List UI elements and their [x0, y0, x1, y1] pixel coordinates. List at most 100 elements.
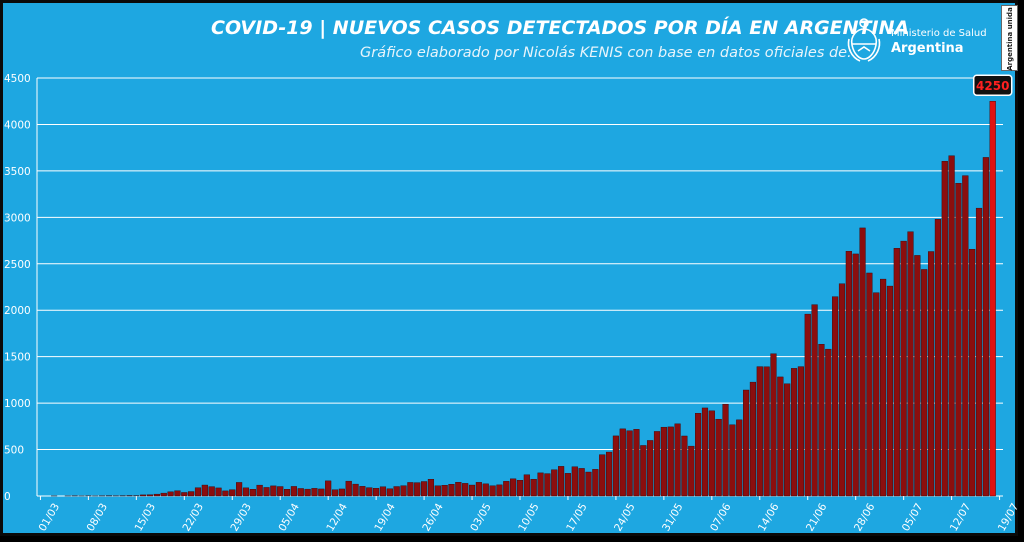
y-tick-label: 2000 — [4, 305, 31, 317]
bar — [140, 494, 147, 497]
bar — [695, 413, 702, 497]
x-tick-label: 01/03 — [37, 501, 63, 533]
bar — [482, 483, 489, 497]
bar — [516, 480, 524, 497]
bar — [893, 248, 900, 497]
bar — [325, 480, 332, 497]
chart-title: COVID-19 | NUEVOS CASOS DETECTADOS POR D… — [211, 17, 910, 39]
bar — [544, 473, 551, 497]
bar — [434, 485, 441, 497]
bar — [907, 231, 914, 497]
bar — [749, 381, 757, 497]
bar — [256, 484, 263, 497]
bar — [832, 296, 839, 497]
bar — [146, 494, 154, 497]
bar — [777, 376, 784, 497]
bar — [475, 482, 482, 497]
bar — [708, 410, 715, 497]
bar — [681, 435, 688, 497]
bar — [496, 484, 503, 497]
bar — [249, 489, 256, 497]
x-tick-label: 05/07 — [900, 501, 926, 533]
bar — [222, 490, 229, 497]
x-tick-label: 05/04 — [276, 501, 302, 533]
x-tick-label: 19/04 — [372, 501, 398, 533]
x-tick-label: 24/05 — [612, 501, 638, 533]
bar — [489, 485, 496, 497]
bar — [784, 383, 791, 497]
bar — [804, 313, 811, 497]
bar — [811, 304, 818, 497]
bar — [626, 430, 633, 497]
bar — [790, 368, 798, 497]
bar — [468, 484, 476, 497]
bar — [619, 428, 626, 497]
x-tick-label: 21/06 — [804, 501, 830, 533]
bar — [304, 488, 311, 497]
bar — [886, 285, 894, 497]
peak-value-box — [972, 74, 1013, 96]
bar — [612, 435, 619, 497]
bar — [859, 227, 866, 497]
x-tick-label: 31/05 — [660, 501, 686, 533]
bar — [338, 488, 345, 497]
x-tick-label: 07/06 — [708, 501, 734, 533]
y-tick-label: 500 — [4, 445, 24, 457]
bar — [290, 486, 297, 497]
argentina-seal-icon — [847, 18, 881, 62]
bar — [421, 481, 428, 497]
bar — [386, 488, 393, 497]
x-tick-label: 08/03 — [85, 501, 111, 533]
bar — [160, 492, 167, 497]
bar — [818, 344, 825, 497]
y-tick-label: 1000 — [4, 398, 31, 410]
y-tick-label: 3000 — [4, 212, 31, 224]
bar — [462, 483, 469, 497]
y-tick-label: 0 — [4, 491, 11, 503]
bar — [927, 251, 935, 497]
bar — [969, 248, 976, 497]
x-tick-label: 29/03 — [228, 501, 254, 533]
chart-subtitle: Gráfico elaborado por Nicolás KENIS con … — [360, 45, 852, 61]
x-tick-label: 17/05 — [564, 501, 590, 533]
bar — [866, 272, 873, 497]
logo-line-2: Argentina — [891, 41, 964, 56]
bar — [359, 486, 366, 497]
bar — [914, 255, 921, 497]
bar — [393, 486, 400, 497]
bar — [153, 493, 160, 497]
bar — [763, 366, 770, 497]
bar — [845, 251, 852, 497]
ministerio-logo: Ministerio de Salud Argentina — [846, 15, 996, 67]
bar — [948, 155, 955, 497]
bar — [400, 485, 407, 497]
bar — [373, 488, 380, 497]
bar — [599, 454, 606, 497]
bar — [571, 466, 578, 497]
bar — [770, 353, 777, 497]
x-tick-label: 15/03 — [133, 501, 159, 533]
bar — [277, 486, 284, 497]
bar — [208, 486, 215, 497]
bar — [736, 419, 743, 497]
x-tick-label: 10/05 — [516, 501, 542, 533]
bar — [674, 423, 681, 497]
bar — [427, 479, 435, 497]
bar — [585, 471, 592, 497]
bar — [756, 366, 763, 497]
argentina-unida-badge: Argentina unida — [1001, 5, 1018, 71]
bar — [194, 487, 202, 497]
bar — [578, 468, 585, 497]
bar — [167, 491, 174, 497]
y-tick-label: 1500 — [4, 352, 31, 364]
bar — [701, 407, 709, 497]
bar — [852, 253, 859, 497]
bar — [640, 445, 647, 497]
bar — [283, 489, 291, 497]
bar — [379, 486, 387, 497]
bar — [838, 283, 846, 497]
bar — [523, 474, 530, 497]
bar — [201, 484, 208, 497]
x-tick-label: 03/05 — [468, 501, 494, 533]
